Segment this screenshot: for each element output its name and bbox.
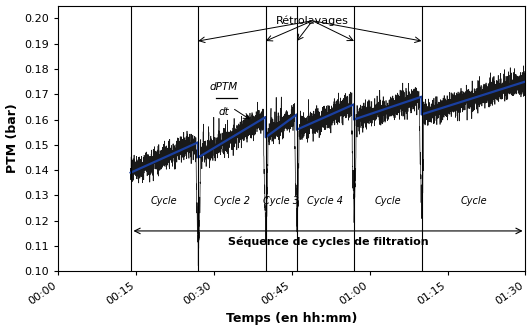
Y-axis label: PTM (bar): PTM (bar) bbox=[5, 104, 19, 173]
X-axis label: Temps (en hh:mm): Temps (en hh:mm) bbox=[226, 312, 357, 325]
Text: Cycle: Cycle bbox=[460, 196, 487, 206]
Text: Cycle 3: Cycle 3 bbox=[263, 196, 299, 206]
Text: Rétrolavages: Rétrolavages bbox=[276, 16, 349, 26]
Text: Cycle 2: Cycle 2 bbox=[214, 196, 250, 206]
Text: dPTM: dPTM bbox=[210, 82, 238, 92]
Text: Cycle 4: Cycle 4 bbox=[307, 196, 344, 206]
Text: Séquence de cycles de filtration: Séquence de cycles de filtration bbox=[228, 236, 429, 247]
Text: dt: dt bbox=[219, 107, 229, 117]
Text: Cycle: Cycle bbox=[374, 196, 401, 206]
Text: Cycle: Cycle bbox=[151, 196, 178, 206]
